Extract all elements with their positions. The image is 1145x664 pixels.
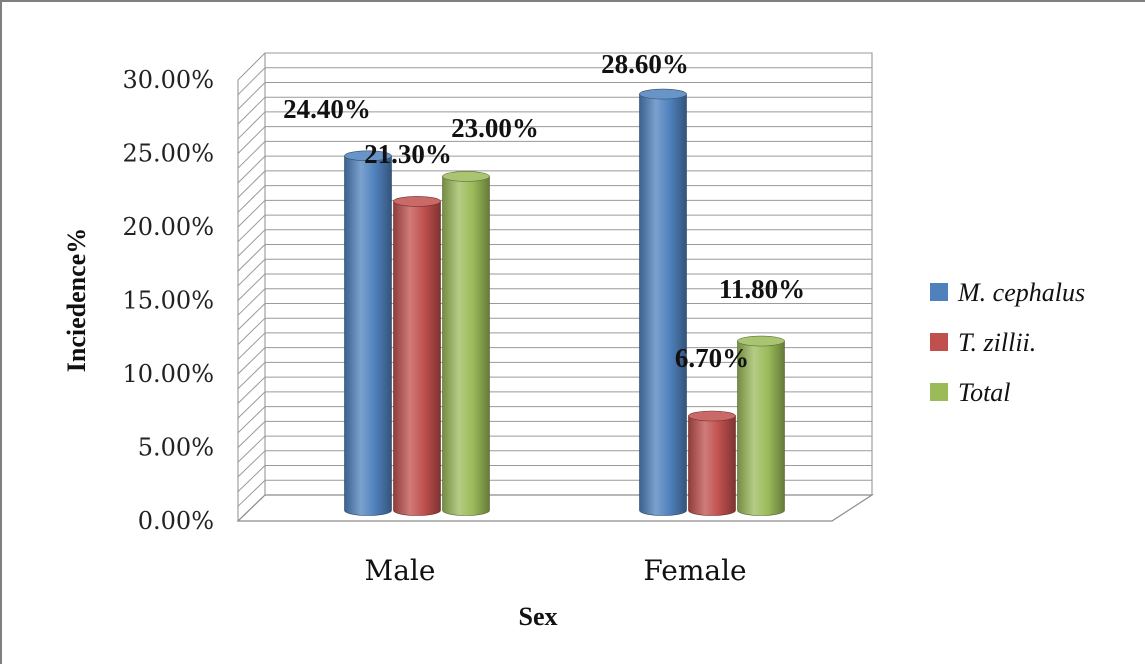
gridline-side xyxy=(237,67,266,96)
gridline-side xyxy=(237,185,266,213)
y-tick-label: 10.00% xyxy=(122,360,214,388)
gridline-side xyxy=(237,229,266,257)
y-tick-label: 15.00% xyxy=(122,287,214,315)
y-tick-label: 0.00% xyxy=(138,507,214,535)
data-label: 6.70% xyxy=(675,343,749,373)
data-label: 24.40% xyxy=(283,94,371,124)
x-category-label: Male xyxy=(365,554,436,587)
legend-item: M. cephalus xyxy=(930,278,1085,307)
bars xyxy=(344,88,785,516)
bar-m-cephalus-female xyxy=(639,88,687,516)
data-label: 28.60% xyxy=(601,49,689,79)
y-tick-label: 5.00% xyxy=(138,434,214,462)
gridline-side xyxy=(237,155,266,184)
data-label: 11.80% xyxy=(719,274,805,304)
gridline-side xyxy=(237,317,266,345)
gridline-side xyxy=(237,303,266,331)
gridline-side xyxy=(237,141,266,169)
data-label: 21.30% xyxy=(364,139,452,169)
legend-swatch xyxy=(930,283,948,301)
gridline-side xyxy=(237,82,266,110)
floor xyxy=(236,494,875,522)
gridline-side xyxy=(237,450,266,478)
bar-total-female xyxy=(737,335,785,516)
gridline-side xyxy=(237,332,266,360)
y-tick-label: 25.00% xyxy=(122,140,214,168)
legend-swatch xyxy=(930,383,948,401)
gridline-side xyxy=(237,170,266,198)
x-axis-title: Sex xyxy=(519,602,558,631)
gridline-side xyxy=(237,288,266,316)
legend-label: T. zillii. xyxy=(958,328,1036,357)
x-category-label: Female xyxy=(643,554,746,587)
gridline-side xyxy=(237,435,266,463)
gridline-side xyxy=(237,347,266,375)
legend-label: M. cephalus xyxy=(957,278,1085,307)
x-category-labels: Male Female xyxy=(365,554,747,587)
gridline-side xyxy=(237,465,266,492)
gridline-side xyxy=(237,214,266,243)
y-axis-title: Inciedence% xyxy=(62,228,91,372)
data-labels: 24.40% 28.60% 21.30% 6.70% 23.00% 11.80% xyxy=(283,49,805,373)
gridline-side xyxy=(237,111,266,140)
bar-m-cephalus-male xyxy=(344,150,392,516)
gridline-side xyxy=(237,406,266,434)
gridline-side xyxy=(237,126,266,154)
y-tick-label: 30.00% xyxy=(122,66,214,94)
gridline-side xyxy=(237,479,266,507)
legend-swatch xyxy=(930,333,948,351)
data-label: 23.00% xyxy=(451,113,539,143)
chart-axes xyxy=(236,80,875,522)
gridline-side xyxy=(237,199,266,228)
y-tick-label: 20.00% xyxy=(122,213,214,241)
gridline-side xyxy=(237,273,266,301)
gridline-side xyxy=(237,96,266,125)
y-tick-labels: 0.00% 5.00% 10.00% 15.00% 20.00% 25.00% 30.00% xyxy=(122,66,214,535)
bar-t-zillii-female xyxy=(688,410,736,516)
gridline-side xyxy=(237,52,266,81)
legend-item: Total xyxy=(930,378,1011,407)
gridline-side xyxy=(237,258,266,287)
gridline-side xyxy=(237,391,266,419)
gridline-side xyxy=(237,244,266,272)
legend-label: Total xyxy=(958,378,1011,407)
bar-t-zillii-male xyxy=(393,196,441,516)
legend-item: T. zillii. xyxy=(930,328,1036,357)
gridline-side xyxy=(237,420,266,448)
gridline-side xyxy=(237,362,266,390)
legend: M. cephalus T. zillii. Total xyxy=(930,278,1085,407)
gridline-side xyxy=(237,376,266,404)
bar-total-male xyxy=(442,171,490,516)
